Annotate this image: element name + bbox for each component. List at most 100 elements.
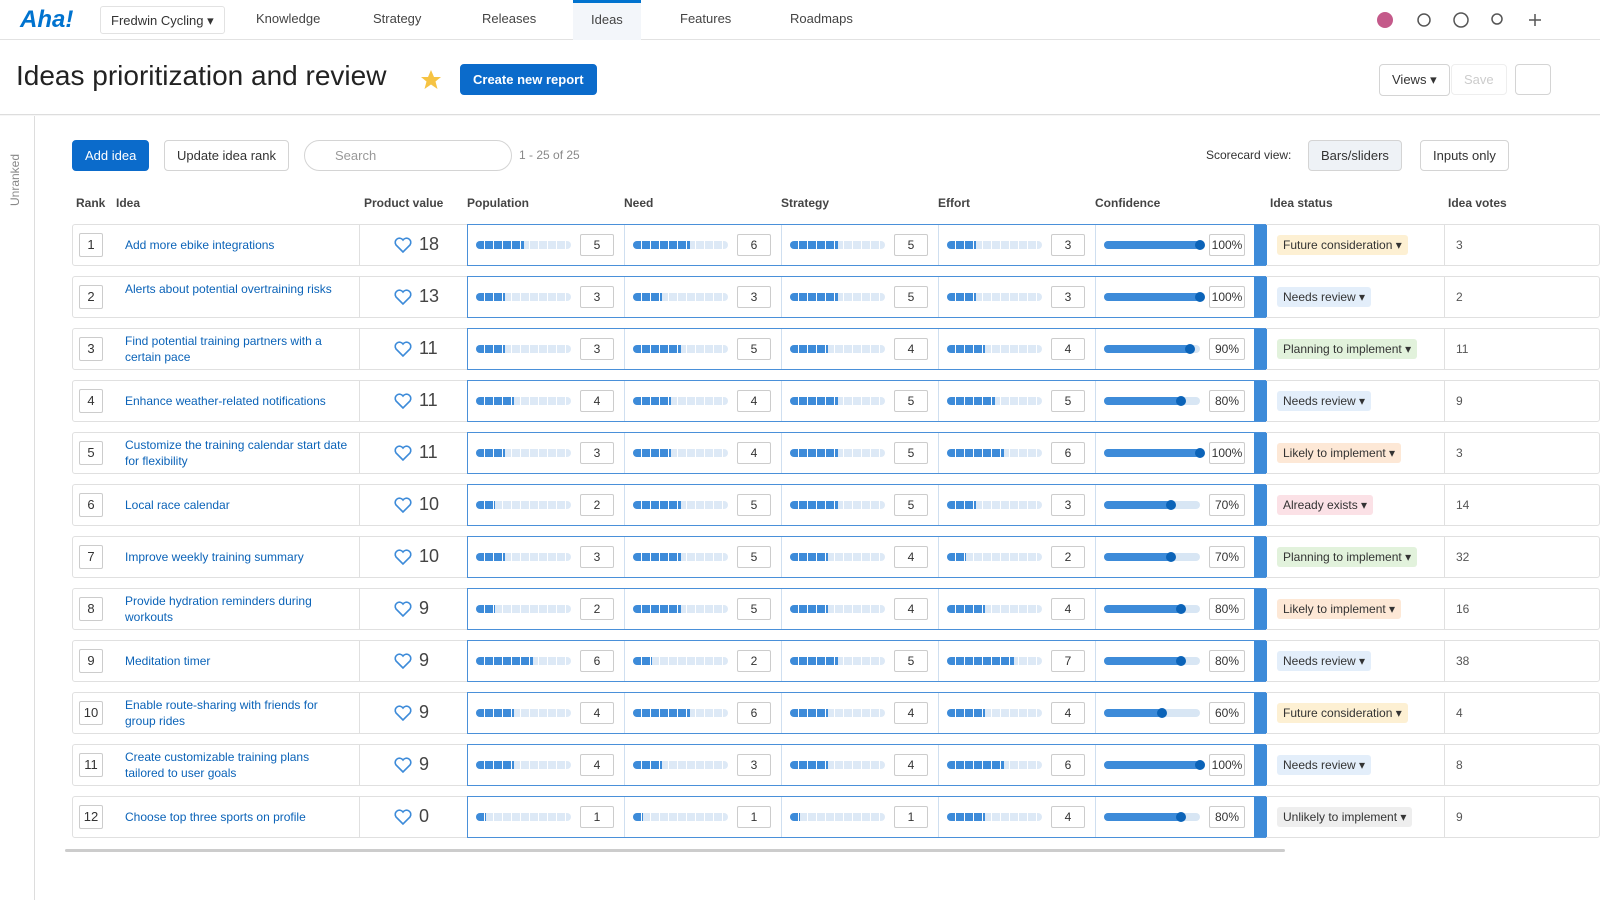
column-header[interactable]: Need (624, 196, 654, 210)
idea-status[interactable]: Unlikely to implement ▾ (1277, 807, 1413, 827)
score-bar[interactable] (633, 293, 662, 301)
score-input[interactable]: 4 (737, 442, 771, 464)
search-input[interactable]: Search (304, 140, 512, 171)
export-button[interactable] (1515, 64, 1551, 95)
score-bar[interactable] (476, 449, 505, 457)
score-bar[interactable] (633, 397, 671, 405)
score-input[interactable]: 4 (894, 338, 928, 360)
confidence-input[interactable]: 100% (1209, 754, 1245, 776)
idea-name[interactable]: Improve weekly training summary (125, 550, 304, 564)
collapse-strip[interactable] (1254, 277, 1267, 317)
score-input[interactable]: 4 (894, 598, 928, 620)
inputs-only-toggle[interactable]: Inputs only (1420, 140, 1509, 171)
confidence-input[interactable]: 100% (1209, 234, 1245, 256)
bars-sliders-toggle[interactable]: Bars/sliders (1308, 140, 1402, 171)
score-input[interactable]: 6 (737, 234, 771, 256)
score-input[interactable]: 5 (1051, 390, 1085, 412)
idea-status[interactable]: Needs review ▾ (1277, 287, 1372, 307)
nav-tab[interactable]: Ideas (573, 0, 641, 40)
collapse-strip[interactable] (1254, 537, 1267, 577)
score-input[interactable]: 2 (737, 650, 771, 672)
column-header[interactable]: Population (467, 196, 529, 210)
confidence-input[interactable]: 100% (1209, 286, 1245, 308)
collapse-strip[interactable] (1254, 225, 1267, 265)
confidence-input[interactable]: 80% (1209, 650, 1245, 672)
add-icon[interactable] (1529, 14, 1541, 26)
idea-name[interactable]: Enable route-sharing with friends for gr… (125, 698, 318, 728)
score-bar[interactable] (476, 501, 495, 509)
score-bar[interactable] (947, 709, 985, 717)
score-bar[interactable] (476, 241, 524, 249)
settings-icon[interactable] (1417, 13, 1431, 27)
idea-name[interactable]: Meditation timer (125, 654, 211, 668)
collapse-strip[interactable] (1254, 745, 1267, 785)
column-header[interactable]: Rank (76, 196, 106, 210)
score-input[interactable]: 4 (1051, 598, 1085, 620)
idea-status[interactable]: Needs review ▾ (1277, 391, 1372, 411)
idea-name[interactable]: Enhance weather-related notifications (125, 394, 326, 408)
score-input[interactable]: 5 (894, 494, 928, 516)
score-input[interactable]: 5 (894, 234, 928, 256)
score-input[interactable]: 4 (894, 702, 928, 724)
score-bar[interactable] (633, 605, 681, 613)
score-input[interactable]: 5 (894, 286, 928, 308)
create-report-button[interactable]: Create new report (460, 64, 597, 95)
score-bar[interactable] (790, 657, 838, 665)
idea-name[interactable]: Add more ebike integrations (125, 238, 275, 252)
confidence-knob[interactable] (1175, 656, 1186, 666)
score-input[interactable]: 4 (894, 546, 928, 568)
score-bar[interactable] (633, 813, 643, 821)
column-header[interactable]: Idea (116, 196, 141, 210)
score-input[interactable]: 5 (894, 390, 928, 412)
score-bar[interactable] (633, 345, 681, 353)
score-input[interactable]: 6 (1051, 442, 1085, 464)
idea-status[interactable]: Already exists ▾ (1277, 495, 1374, 515)
score-input[interactable]: 2 (1051, 546, 1085, 568)
confidence-input[interactable]: 70% (1209, 546, 1245, 568)
score-input[interactable]: 2 (580, 494, 614, 516)
confidence-knob[interactable] (1175, 812, 1186, 822)
confidence-input[interactable]: 100% (1209, 442, 1245, 464)
score-bar[interactable] (790, 605, 828, 613)
score-bar[interactable] (633, 657, 652, 665)
score-bar[interactable] (476, 709, 514, 717)
score-input[interactable]: 5 (737, 546, 771, 568)
column-header[interactable]: Idea votes (1448, 196, 1507, 210)
idea-status[interactable]: Needs review ▾ (1277, 755, 1372, 775)
score-bar[interactable] (476, 293, 505, 301)
score-input[interactable]: 7 (1051, 650, 1085, 672)
score-input[interactable]: 5 (737, 494, 771, 516)
score-input[interactable]: 1 (580, 806, 614, 828)
views-button[interactable]: Views ▾ (1379, 64, 1450, 96)
confidence-input[interactable]: 80% (1209, 390, 1245, 412)
score-bar[interactable] (476, 761, 514, 769)
score-bar[interactable] (947, 605, 985, 613)
score-input[interactable]: 5 (580, 234, 614, 256)
score-bar[interactable] (633, 241, 690, 249)
idea-name[interactable]: Find potential training partners with a … (125, 334, 322, 364)
idea-status[interactable]: Needs review ▾ (1277, 651, 1372, 671)
collapse-strip[interactable] (1254, 381, 1267, 421)
logo[interactable]: Aha! (20, 6, 74, 33)
score-bar[interactable] (476, 397, 514, 405)
confidence-knob[interactable] (1156, 708, 1167, 718)
collapse-strip[interactable] (1254, 797, 1267, 837)
score-input[interactable]: 4 (1051, 806, 1085, 828)
add-idea-button[interactable]: Add idea (72, 140, 150, 171)
avatar[interactable] (1377, 12, 1393, 28)
score-bar[interactable] (947, 449, 1004, 457)
score-input[interactable]: 3 (580, 286, 614, 308)
help-icon[interactable] (1453, 12, 1469, 28)
confidence-knob[interactable] (1166, 500, 1177, 510)
column-header[interactable]: Product value (364, 196, 444, 210)
confidence-knob[interactable] (1195, 448, 1205, 458)
score-input[interactable]: 3 (737, 286, 771, 308)
score-bar[interactable] (476, 345, 505, 353)
confidence-knob[interactable] (1195, 760, 1205, 770)
idea-status[interactable]: Planning to implement ▾ (1277, 339, 1418, 359)
score-input[interactable]: 4 (580, 702, 614, 724)
score-input[interactable]: 4 (1051, 338, 1085, 360)
column-header[interactable]: Confidence (1095, 196, 1161, 210)
score-input[interactable]: 3 (580, 338, 614, 360)
confidence-knob[interactable] (1195, 292, 1205, 302)
